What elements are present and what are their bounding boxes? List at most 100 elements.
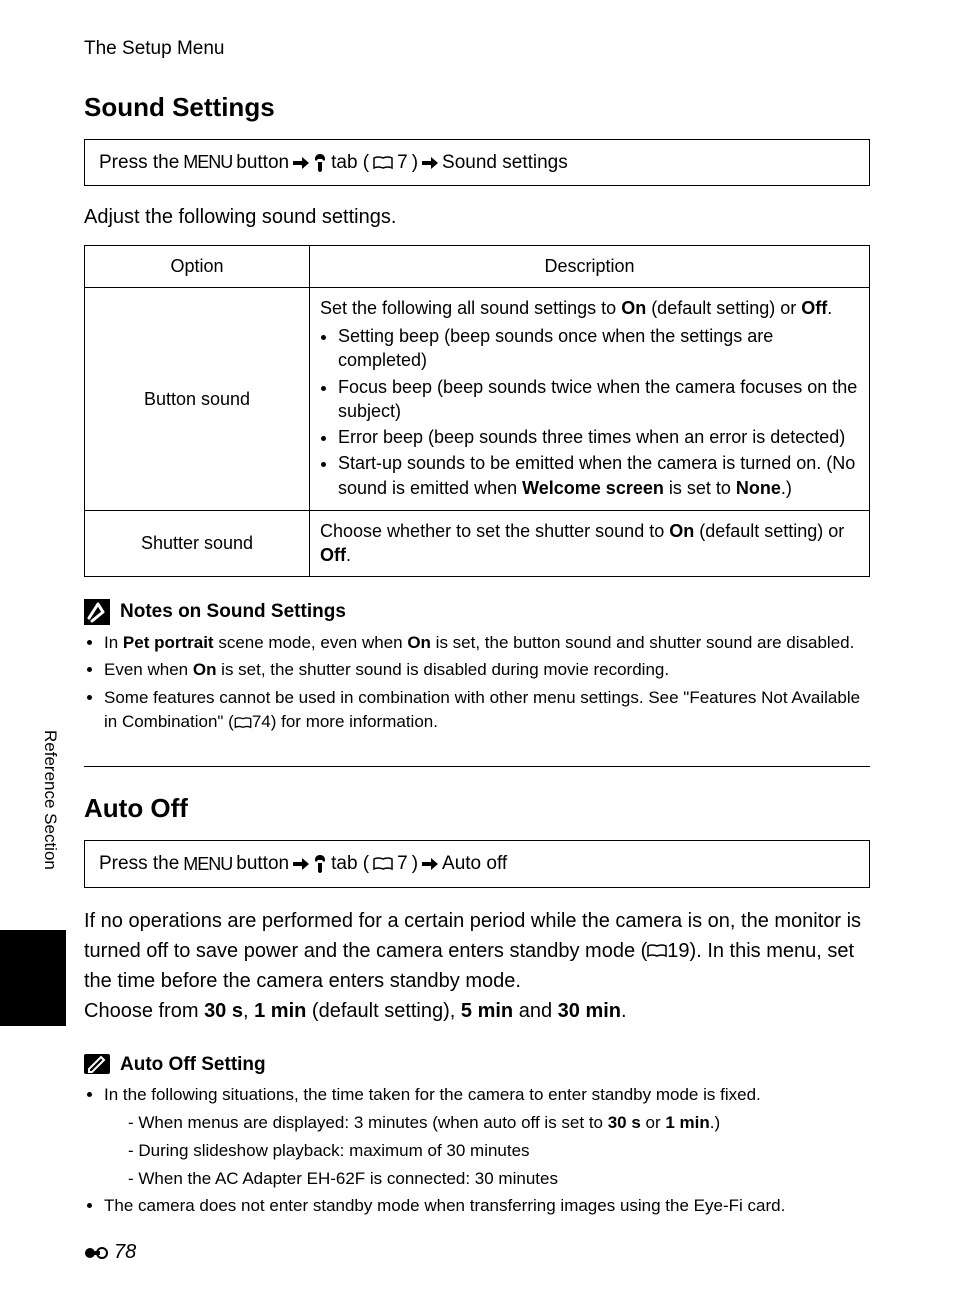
autooff-notes: Auto Off Setting In the following situat… bbox=[84, 1052, 870, 1219]
para-text: and bbox=[513, 1000, 557, 1022]
manual-page: Reference Section The Setup Menu Sound S… bbox=[0, 0, 954, 1314]
note-text: In the following situations, the time ta… bbox=[104, 1085, 761, 1104]
exclamation-icon bbox=[84, 599, 110, 625]
nav-text: button bbox=[236, 851, 289, 877]
book-ref-icon bbox=[234, 717, 252, 729]
arrow-right-icon bbox=[293, 156, 309, 170]
para-text: (default setting), bbox=[306, 1000, 461, 1022]
sound-nav-path: Press the MENU button tab ( 7) Sound set… bbox=[84, 139, 870, 187]
note-bold: On bbox=[193, 660, 217, 679]
nav-text: ) bbox=[412, 851, 418, 877]
note-bold: 30 s bbox=[608, 1113, 641, 1132]
para-text: Choose from bbox=[84, 1000, 204, 1022]
page-number: 78 bbox=[84, 1239, 136, 1266]
option-description: Set the following all sound settings to … bbox=[310, 287, 870, 510]
nav-text: Press the bbox=[99, 851, 179, 877]
page-ref-icon bbox=[84, 1244, 110, 1262]
sub-note-item: During slideshow playback: maximum of 30… bbox=[128, 1139, 870, 1163]
desc-text: (default setting) or bbox=[646, 298, 801, 318]
sound-options-table: Option Description Button sound Set the … bbox=[84, 245, 870, 576]
page-number-text: 78 bbox=[114, 1239, 136, 1266]
page-header: The Setup Menu bbox=[84, 36, 870, 62]
desc-text: .) bbox=[781, 478, 792, 498]
desc-bold: On bbox=[669, 521, 694, 541]
note-text: scene mode, even when bbox=[214, 633, 408, 652]
note-text: Even when bbox=[104, 660, 193, 679]
bullet-item: Focus beep (beep sounds twice when the c… bbox=[338, 375, 859, 424]
option-name: Button sound bbox=[85, 287, 310, 510]
note-text: or bbox=[641, 1113, 666, 1132]
side-section-label: Reference Section bbox=[38, 730, 61, 870]
nav-ref-number: 7 bbox=[397, 150, 408, 176]
desc-text: Set the following all sound settings to bbox=[320, 298, 621, 318]
para-bold: 1 min bbox=[254, 1000, 306, 1022]
col-option: Option bbox=[85, 246, 310, 287]
note-text: Some features cannot be used in combinat… bbox=[104, 688, 860, 731]
nav-text: button bbox=[236, 150, 289, 176]
note-ref-number: 74 bbox=[252, 712, 271, 731]
desc-text: . bbox=[346, 545, 351, 565]
para-bold: 30 min bbox=[558, 1000, 621, 1022]
nav-text: tab ( bbox=[331, 150, 369, 176]
notes-heading: Auto Off Setting bbox=[84, 1052, 870, 1078]
section-divider bbox=[84, 766, 870, 767]
para-bold: 30 s bbox=[204, 1000, 243, 1022]
notes-heading: Notes on Sound Settings bbox=[84, 599, 870, 625]
autooff-paragraph: If no operations are performed for a cer… bbox=[84, 906, 870, 1026]
note-bold: 1 min bbox=[665, 1113, 709, 1132]
desc-bold: None bbox=[736, 478, 781, 498]
note-text: In bbox=[104, 633, 123, 652]
col-description: Description bbox=[310, 246, 870, 287]
note-item: In the following situations, the time ta… bbox=[104, 1083, 870, 1190]
desc-bold: Off bbox=[320, 545, 346, 565]
nav-ref-number: 7 bbox=[397, 851, 408, 877]
note-text: .) bbox=[710, 1113, 720, 1132]
table-row: Shutter sound Choose whether to set the … bbox=[85, 511, 870, 577]
para-text: . bbox=[621, 1000, 627, 1022]
bullet-item: Setting beep (beep sounds once when the … bbox=[338, 324, 859, 373]
option-name: Shutter sound bbox=[85, 511, 310, 577]
menu-button-label: MENU bbox=[183, 150, 232, 174]
autooff-nav-path: Press the MENU button tab ( 7) Auto off bbox=[84, 840, 870, 888]
sub-note-item: When the AC Adapter EH-62F is connected:… bbox=[128, 1167, 870, 1191]
wrench-icon bbox=[313, 154, 327, 172]
desc-bold: Welcome screen bbox=[522, 478, 664, 498]
notes-title: Auto Off Setting bbox=[120, 1052, 266, 1078]
arrow-right-icon bbox=[422, 857, 438, 871]
bullet-item: Error beep (beep sounds three times when… bbox=[338, 425, 859, 449]
side-black-tab bbox=[0, 930, 66, 1026]
desc-text: (default setting) or bbox=[694, 521, 844, 541]
para-bold: 5 min bbox=[461, 1000, 513, 1022]
book-ref-icon bbox=[647, 944, 667, 958]
desc-text: Choose whether to set the shutter sound … bbox=[320, 521, 669, 541]
sound-intro: Adjust the following sound settings. bbox=[84, 204, 870, 231]
book-ref-icon bbox=[373, 857, 393, 871]
note-text: When menus are displayed: 3 minutes (whe… bbox=[138, 1113, 607, 1132]
option-description: Choose whether to set the shutter sound … bbox=[310, 511, 870, 577]
desc-text: . bbox=[827, 298, 832, 318]
para-text: , bbox=[243, 1000, 254, 1022]
arrow-right-icon bbox=[422, 156, 438, 170]
nav-text: Press the bbox=[99, 150, 179, 176]
note-item: The camera does not enter standby mode w… bbox=[104, 1194, 870, 1218]
bullet-item: Start-up sounds to be emitted when the c… bbox=[338, 451, 859, 500]
nav-destination: Auto off bbox=[442, 851, 507, 877]
menu-button-label: MENU bbox=[183, 852, 232, 876]
auto-off-title: Auto Off bbox=[84, 791, 870, 826]
desc-text: is set to bbox=[664, 478, 736, 498]
pencil-icon bbox=[84, 1054, 110, 1074]
desc-bold: On bbox=[621, 298, 646, 318]
note-text: is set, the button sound and shutter sou… bbox=[431, 633, 854, 652]
note-item: In Pet portrait scene mode, even when On… bbox=[104, 631, 870, 655]
desc-bold: Off bbox=[801, 298, 827, 318]
note-bold: On bbox=[407, 633, 431, 652]
notes-title: Notes on Sound Settings bbox=[120, 599, 346, 625]
table-row: Button sound Set the following all sound… bbox=[85, 287, 870, 510]
note-bold: Pet portrait bbox=[123, 633, 214, 652]
note-item: Even when On is set, the shutter sound i… bbox=[104, 658, 870, 682]
note-text: ) for more information. bbox=[271, 712, 438, 731]
nav-destination: Sound settings bbox=[442, 150, 568, 176]
book-ref-icon bbox=[373, 156, 393, 170]
wrench-icon bbox=[313, 855, 327, 873]
table-header-row: Option Description bbox=[85, 246, 870, 287]
